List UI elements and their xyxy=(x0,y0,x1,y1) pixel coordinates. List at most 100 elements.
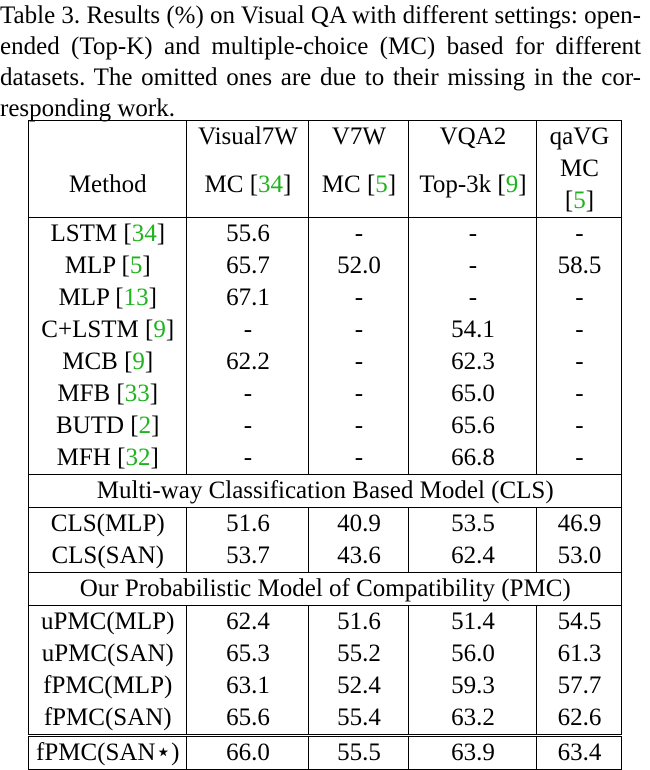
value-cell: - xyxy=(408,217,538,250)
value-cell: 54.5 xyxy=(536,605,623,638)
value-cell: - xyxy=(308,282,410,314)
value-cell: 55.6 xyxy=(186,217,310,250)
method-name: Method xyxy=(68,171,147,198)
citation-link: 13 xyxy=(123,284,149,311)
method-name: fPMC(SAN) xyxy=(43,704,172,731)
value-cell: - xyxy=(536,282,623,314)
value-cell: 43.6 xyxy=(308,540,410,573)
value-cell: 57.7 xyxy=(536,670,623,702)
value-cell: - xyxy=(308,442,410,475)
header-cell: qaVG xyxy=(536,120,623,153)
header-cell xyxy=(27,120,188,153)
citation-bracket: ] xyxy=(165,316,175,343)
citation-bracket: ] xyxy=(150,444,159,471)
value-cell: - xyxy=(308,378,410,410)
value-cell: 58.5 xyxy=(536,250,623,282)
citation-link: 33 xyxy=(124,380,150,407)
value-cell: - xyxy=(536,410,623,442)
method-name: MCB [ xyxy=(62,348,133,375)
method-cell: CLS(MLP) xyxy=(27,507,188,540)
value-cell: - xyxy=(536,346,623,378)
value-cell: 52.4 xyxy=(308,670,410,702)
method-cell: uPMC(MLP) xyxy=(27,605,188,638)
value-cell: 63.1 xyxy=(186,670,310,702)
method-cell: MLP [5] xyxy=(27,250,188,282)
citation-link: 5 xyxy=(129,252,143,279)
value-cell: 53.0 xyxy=(536,540,623,573)
value-cell: 53.5 xyxy=(408,507,538,540)
method-name: fPMC(MLP) xyxy=(43,672,173,699)
table-row: MLP [13] 67.1- - - xyxy=(27,282,623,314)
caption-line: ended (Top-K) and multiple-choice (MC) b… xyxy=(0,33,641,60)
value-cell: 51.6 xyxy=(308,605,410,638)
value-cell: 55.4 xyxy=(308,702,410,736)
value-cell: 65.7 xyxy=(186,250,310,282)
method-name: BUTD [ xyxy=(55,412,139,439)
method-cell: uPMC(SAN) xyxy=(27,638,188,670)
citation-link: 32 xyxy=(125,444,151,471)
value-cell: - xyxy=(408,282,538,314)
header-cell: VQA2 xyxy=(408,120,538,153)
value-cell: - xyxy=(308,217,410,250)
value-cell: - xyxy=(186,410,310,442)
citation-link: 2 xyxy=(138,412,152,439)
method-cell: LSTM [34] xyxy=(27,217,188,250)
method-name: fPMC(SAN⋆) xyxy=(36,739,180,766)
value-cell: 62.4 xyxy=(186,605,310,638)
value-cell: 63.4 xyxy=(536,734,623,770)
table-row: C+LSTM [9] - -54.1- xyxy=(27,314,623,346)
value-cell: 63.9 xyxy=(408,734,538,770)
citation-link: 34 xyxy=(131,220,157,247)
header-row-datasets: Visual7W V7W VQA2 qaVG xyxy=(27,120,623,153)
method-name: CLS(MLP) xyxy=(50,510,165,537)
value-cell: - xyxy=(308,346,410,378)
citation-bracket: ] xyxy=(518,171,527,198)
header-cell: MC [34] xyxy=(186,153,310,218)
citation-link: 9 xyxy=(153,316,166,343)
section-header-row: Multi-way Classification Based Model (CL… xyxy=(27,474,623,508)
method-cell: fPMC(SAN⋆) xyxy=(27,734,188,770)
header-cell: V7W xyxy=(308,120,410,153)
value-cell: 61.3 xyxy=(536,638,623,670)
method-name: CLS(SAN) xyxy=(51,542,164,569)
value-cell: 65.6 xyxy=(408,410,538,442)
header-cell: Visual7W xyxy=(186,120,310,153)
table-row: MCB [9] 62.2-62.3- xyxy=(27,346,623,378)
caption-line: Table 3. Results (%) on Visual QA with d… xyxy=(0,2,641,29)
citation-bracket: ] xyxy=(585,187,595,214)
table-row: uPMC(MLP) 62.4 51.6 51.4 54.5 xyxy=(27,605,623,638)
table-body: LSTM [34] 55.6- - - MLP [5] 65.7 52.0-58.5 MLP … xyxy=(27,217,623,770)
method-name: MFH [ xyxy=(56,444,126,471)
value-cell: - xyxy=(536,217,623,250)
value-cell: 53.7 xyxy=(186,540,310,573)
table-caption: Table 3. Results (%) on Visual QA with d… xyxy=(0,0,641,124)
citation-link: 9 xyxy=(505,171,519,198)
value-cell: 62.3 xyxy=(408,346,538,378)
method-name: LSTM [ xyxy=(50,220,132,247)
citation-link: 34 xyxy=(258,171,284,198)
method-name: MC [ xyxy=(560,155,599,214)
citation-bracket: ] xyxy=(156,220,166,247)
citation-bracket: ] xyxy=(387,171,397,198)
header-cell: MC [5] xyxy=(536,153,623,218)
value-cell: - xyxy=(536,442,623,475)
table-row: LSTM [34] 55.6- - - xyxy=(27,217,623,250)
citation-bracket: ] xyxy=(144,348,154,375)
section-title: Our Probabilistic Model of Compatibility… xyxy=(27,572,623,606)
method-cell: CLS(SAN) xyxy=(27,540,188,573)
header-cell: Top-3k [9] xyxy=(408,153,538,218)
table-row: fPMC(SAN) 65.6 55.4 63.2 62.6 xyxy=(27,702,623,736)
value-cell: 55.5 xyxy=(308,734,410,770)
method-name: MFB [ xyxy=(57,380,125,407)
method-cell: MCB [9] xyxy=(27,346,188,378)
value-cell: - xyxy=(308,314,410,346)
method-cell: MLP [13] xyxy=(27,282,188,314)
section-header-row: Our Probabilistic Model of Compatibility… xyxy=(27,572,623,606)
value-cell: 62.4 xyxy=(408,540,538,573)
results-table-wrap: Visual7W V7W VQA2 qaVG Method MC [34] MC [… xyxy=(27,120,623,770)
citation-bracket: ] xyxy=(148,284,157,311)
method-cell: fPMC(SAN) xyxy=(27,702,188,736)
value-cell: - xyxy=(186,442,310,475)
table-row: fPMC(MLP) 63.1 52.4 59.3 57.7 xyxy=(27,670,623,702)
value-cell: 67.1 xyxy=(186,282,310,314)
